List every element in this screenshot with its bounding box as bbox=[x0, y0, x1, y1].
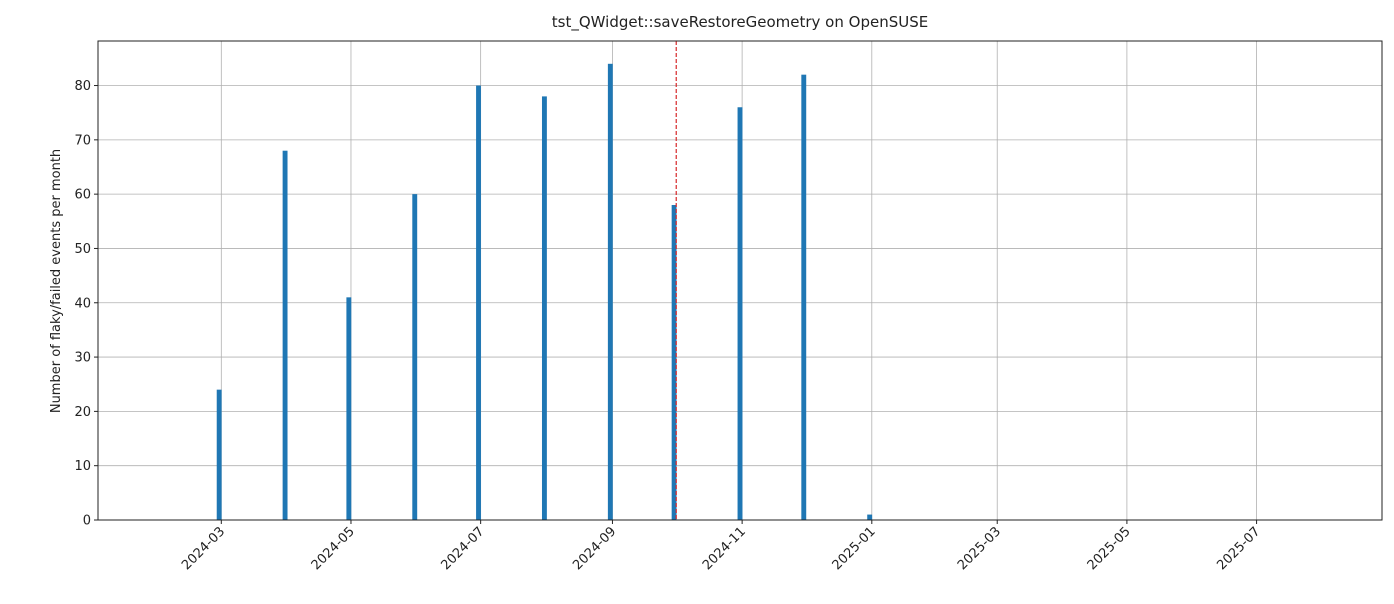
bar bbox=[671, 205, 677, 520]
x-tick-label: 2025-05 bbox=[1085, 524, 1134, 573]
x-tick-label: 2024-11 bbox=[700, 524, 749, 573]
x-tick-label: 2025-01 bbox=[830, 524, 879, 573]
y-tick-label: 30 bbox=[74, 351, 91, 366]
y-tick-label: 70 bbox=[74, 133, 91, 148]
bar bbox=[801, 74, 807, 520]
bar bbox=[216, 389, 222, 520]
y-tick-label: 80 bbox=[74, 79, 91, 94]
y-tick-label: 0 bbox=[83, 514, 91, 529]
bar bbox=[346, 297, 352, 520]
y-tick-label: 40 bbox=[74, 296, 91, 311]
y-tick-label: 50 bbox=[74, 242, 91, 257]
x-tick-label: 2024-03 bbox=[179, 524, 228, 573]
bar bbox=[476, 85, 481, 520]
y-tick-label: 60 bbox=[74, 188, 91, 203]
chart-title: tst_QWidget::saveRestoreGeometry on Open… bbox=[552, 13, 928, 32]
x-tick-label: 2025-03 bbox=[955, 524, 1004, 573]
bar bbox=[607, 63, 613, 521]
plot-frame bbox=[97, 40, 1383, 521]
bar bbox=[867, 514, 873, 520]
y-tick-label: 20 bbox=[74, 405, 91, 420]
x-tick-label: 2024-07 bbox=[438, 524, 487, 573]
bar bbox=[737, 107, 743, 521]
x-tick-label: 2025-07 bbox=[1214, 524, 1263, 573]
x-tick-label: 2024-09 bbox=[570, 524, 619, 573]
bar bbox=[541, 96, 547, 520]
bar bbox=[282, 150, 288, 520]
bar bbox=[412, 194, 418, 520]
y-tick-label: 10 bbox=[74, 459, 91, 474]
y-axis-label: Number of flaky/failed events per month bbox=[49, 149, 64, 413]
x-tick-label: 2024-05 bbox=[309, 524, 358, 573]
